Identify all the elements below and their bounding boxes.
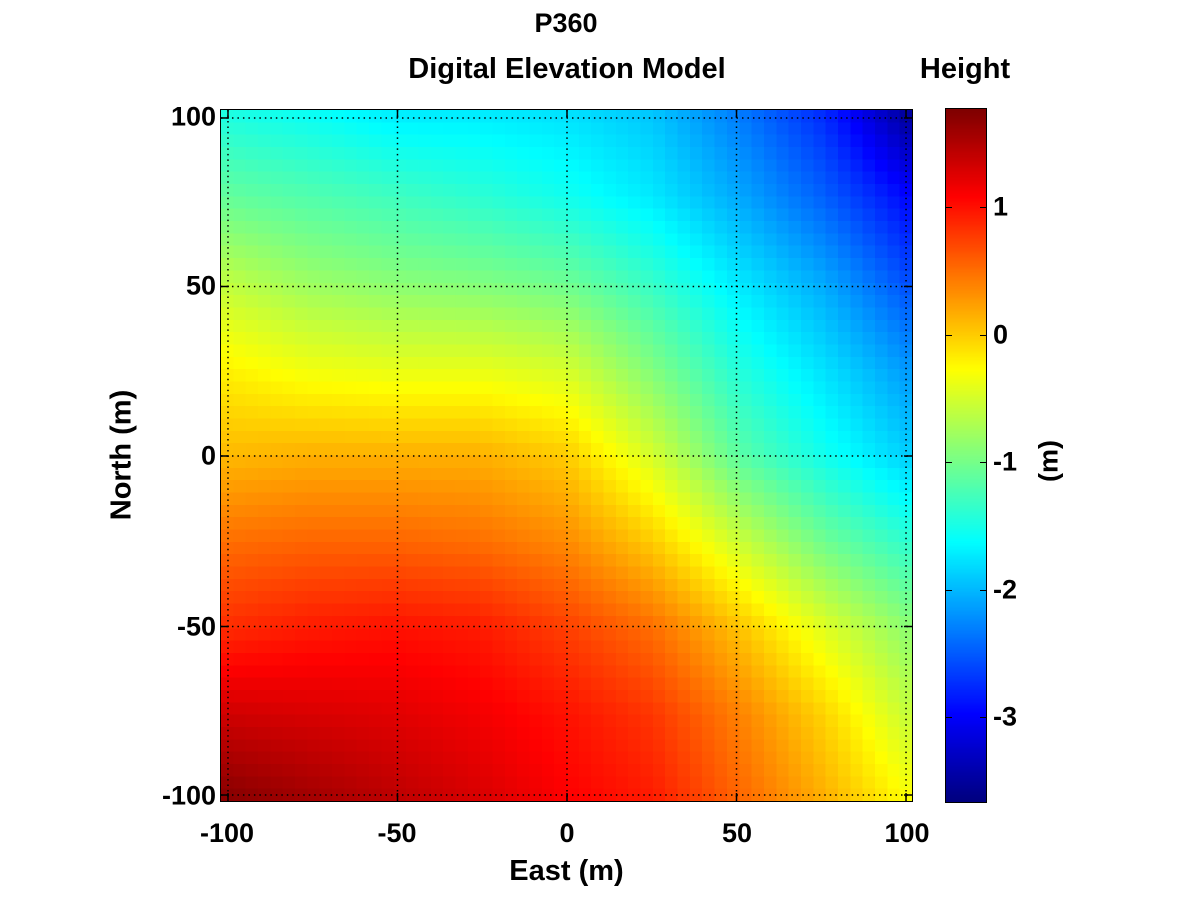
x-tick-label: -50	[377, 818, 417, 848]
colorbar-tick-mark	[980, 717, 986, 718]
colorbar-tick-label: -2	[993, 574, 1018, 605]
colorbar	[945, 108, 987, 803]
x-tick-label: 0	[559, 818, 575, 848]
x-tick-label: -100	[199, 818, 255, 848]
colorbar-unit-label: (m)	[1033, 440, 1064, 482]
colorbar-tick-label: 0	[993, 319, 1009, 350]
colorbar-tick-label: -1	[993, 446, 1018, 477]
colorbar-tick-mark	[980, 590, 986, 591]
colorbar-tick-mark	[946, 207, 952, 208]
chart-title-station: P360	[534, 8, 598, 38]
y-tick-label: -100	[161, 780, 216, 811]
y-axis-label: North (m)	[105, 389, 138, 521]
grid-lines	[221, 110, 912, 801]
colorbar-tick-mark	[946, 717, 952, 718]
colorbar-tick-label: -3	[993, 701, 1018, 732]
x-tick-label: 100	[884, 818, 930, 848]
y-tick-label: -50	[176, 611, 216, 642]
colorbar-tick-mark	[946, 590, 952, 591]
colorbar-tick-label: 1	[993, 191, 1009, 222]
colorbar-tick-mark	[980, 207, 986, 208]
colorbar-tick-mark	[980, 462, 986, 463]
colorbar-tick-mark	[980, 335, 986, 336]
colorbar-title: Height	[919, 53, 1011, 85]
heatmap-plot-area	[220, 109, 913, 802]
colorbar-tick-mark	[946, 462, 952, 463]
chart-title: Digital Elevation Model	[408, 53, 726, 85]
colorbar-tick-mark	[946, 335, 952, 336]
y-tick-label: 0	[200, 440, 216, 471]
x-tick-label: 50	[721, 818, 753, 848]
y-tick-label: 50	[185, 270, 216, 301]
y-tick-label: 100	[170, 101, 216, 132]
x-axis-label: East (m)	[509, 855, 624, 887]
